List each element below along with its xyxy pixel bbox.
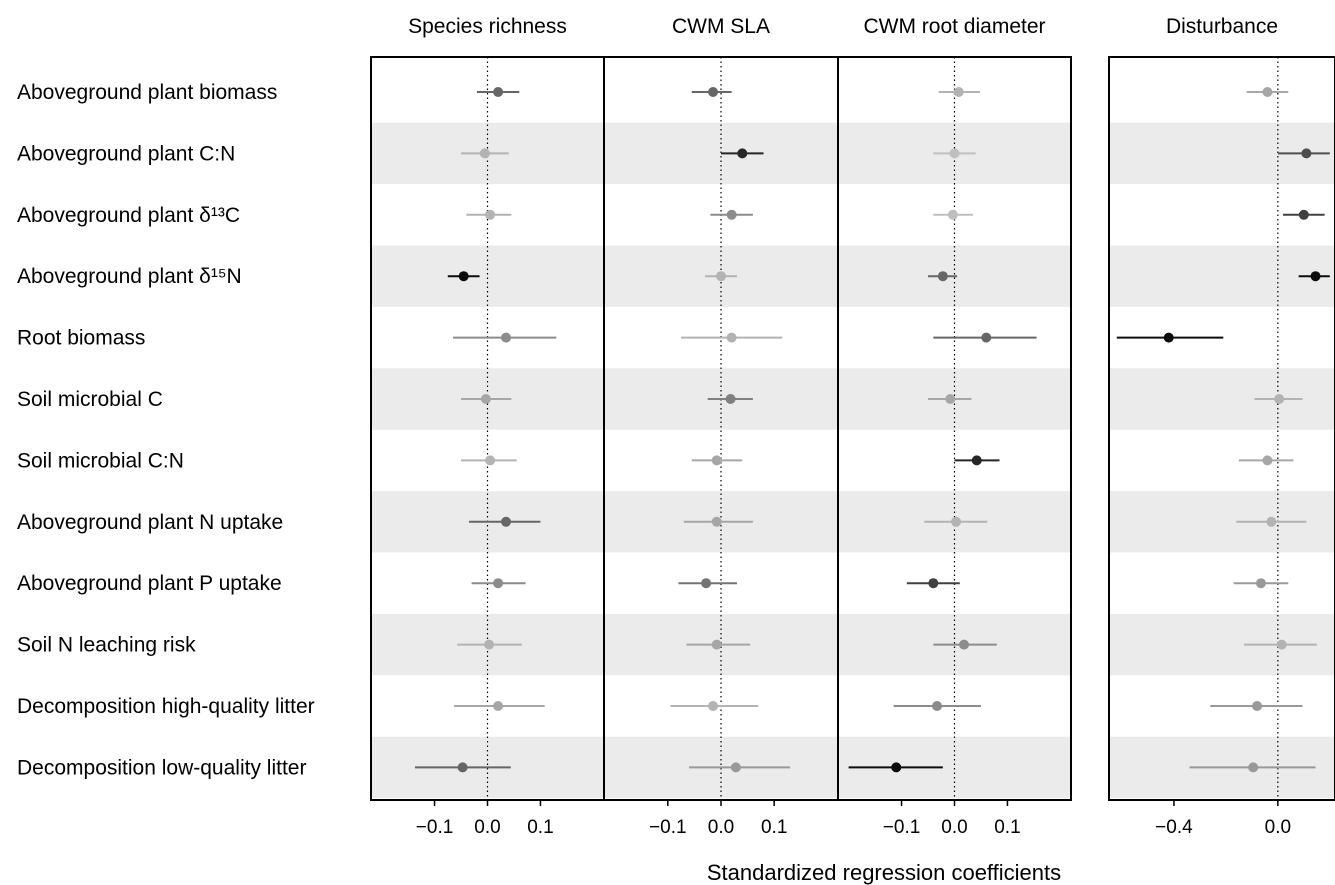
x-tick-label: 0.1 <box>994 817 1020 838</box>
panel-frame <box>1108 56 1335 801</box>
panel: CWM root diameter −0.1 0.0 0.1 <box>837 15 1072 838</box>
estimate-point <box>1255 578 1266 589</box>
row-label: Soil N leaching risk <box>17 634 196 657</box>
estimate-point <box>708 87 719 97</box>
estimate-point <box>947 209 958 220</box>
estimate-point <box>711 516 722 527</box>
x-tick-label: 0.0 <box>708 817 734 838</box>
estimate-point <box>726 332 737 343</box>
row-label: Aboveground plant biomass <box>17 81 277 104</box>
x-axis-title: Standardized regression coefficients <box>707 860 1061 885</box>
estimate-point <box>959 639 970 650</box>
estimate-point <box>1266 516 1277 527</box>
row-label: Aboveground plant C:N <box>17 142 235 165</box>
row-label: Aboveground plant N uptake <box>17 511 283 534</box>
x-tick-label: −0.1 <box>649 817 687 838</box>
panel: Disturbance −0.4 0.0 <box>1108 15 1335 838</box>
estimate-point <box>891 762 902 773</box>
x-tick-label: 0.1 <box>527 817 553 838</box>
estimate-point <box>708 701 719 711</box>
row-label: Soil microbial C <box>17 388 163 411</box>
row-label: Aboveground plant δ¹³C <box>17 204 240 227</box>
x-tick-label: 0.1 <box>761 817 787 838</box>
estimate-point <box>1274 394 1285 404</box>
estimate-point <box>479 148 490 159</box>
estimate-point <box>501 332 512 343</box>
estimate-point <box>1252 701 1263 711</box>
row-label: Soil microbial C:N <box>17 449 184 472</box>
estimate-point <box>726 209 737 220</box>
estimate-point <box>493 701 504 711</box>
estimate-point <box>711 455 722 466</box>
row-label: Aboveground plant P uptake <box>17 572 282 595</box>
panel-title: CWM SLA <box>672 15 770 38</box>
estimate-point <box>951 516 962 527</box>
estimate-point <box>1276 639 1287 650</box>
row-label: Root biomass <box>17 327 145 350</box>
estimate-point <box>971 455 982 466</box>
panels: Species richness −0.1 0.0 0.1 CWM SLA −0.1 0.0… <box>370 15 1335 838</box>
row-band <box>1109 245 1335 307</box>
estimate-point <box>949 148 960 159</box>
row-label: Decomposition high-quality litter <box>17 695 315 718</box>
estimate-point <box>1310 271 1321 282</box>
panel-title: CWM root diameter <box>863 15 1045 38</box>
estimate-point <box>1262 455 1273 466</box>
estimate-point <box>1163 332 1174 343</box>
estimate-point <box>484 639 495 650</box>
panel-title: Species richness <box>408 15 567 38</box>
row-labels: Aboveground plant biomass Aboveground pla… <box>17 81 315 779</box>
estimate-point <box>945 394 956 404</box>
estimate-point <box>501 516 512 527</box>
panel-title: Disturbance <box>1166 15 1278 38</box>
estimate-point <box>932 701 943 711</box>
estimate-point <box>485 455 496 466</box>
estimate-point <box>493 578 504 589</box>
estimate-point <box>725 394 736 404</box>
estimate-point <box>711 639 722 650</box>
x-tick-label: −0.1 <box>883 817 921 838</box>
estimate-point <box>480 394 491 404</box>
estimate-point <box>716 271 726 282</box>
estimate-point <box>485 209 496 220</box>
estimate-point <box>701 578 712 589</box>
estimate-point <box>928 578 939 589</box>
estimate-point <box>458 271 469 282</box>
estimate-point <box>1262 87 1273 97</box>
row-label: Aboveground plant δ¹⁵N <box>17 265 242 288</box>
estimate-point <box>953 87 964 97</box>
estimate-point <box>457 762 468 773</box>
x-tick-label: 0.0 <box>474 817 500 838</box>
estimate-point <box>730 762 741 773</box>
estimate-point <box>737 148 748 159</box>
x-tick-label: 0.0 <box>941 817 967 838</box>
estimate-point <box>1248 762 1259 773</box>
row-label: Decomposition low-quality litter <box>17 756 306 779</box>
estimate-point <box>493 87 504 97</box>
estimate-point <box>1298 209 1309 220</box>
estimate-point <box>937 271 948 282</box>
estimate-point <box>981 332 992 343</box>
x-tick-label: −0.4 <box>1155 817 1193 838</box>
x-tick-label: 0.0 <box>1265 817 1291 838</box>
estimate-point <box>1301 148 1312 159</box>
x-tick-label: −0.1 <box>416 817 454 838</box>
